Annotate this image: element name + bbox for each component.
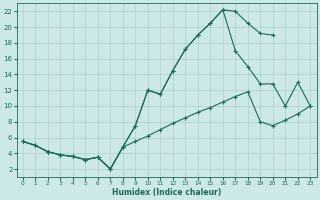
X-axis label: Humidex (Indice chaleur): Humidex (Indice chaleur) bbox=[112, 188, 221, 197]
